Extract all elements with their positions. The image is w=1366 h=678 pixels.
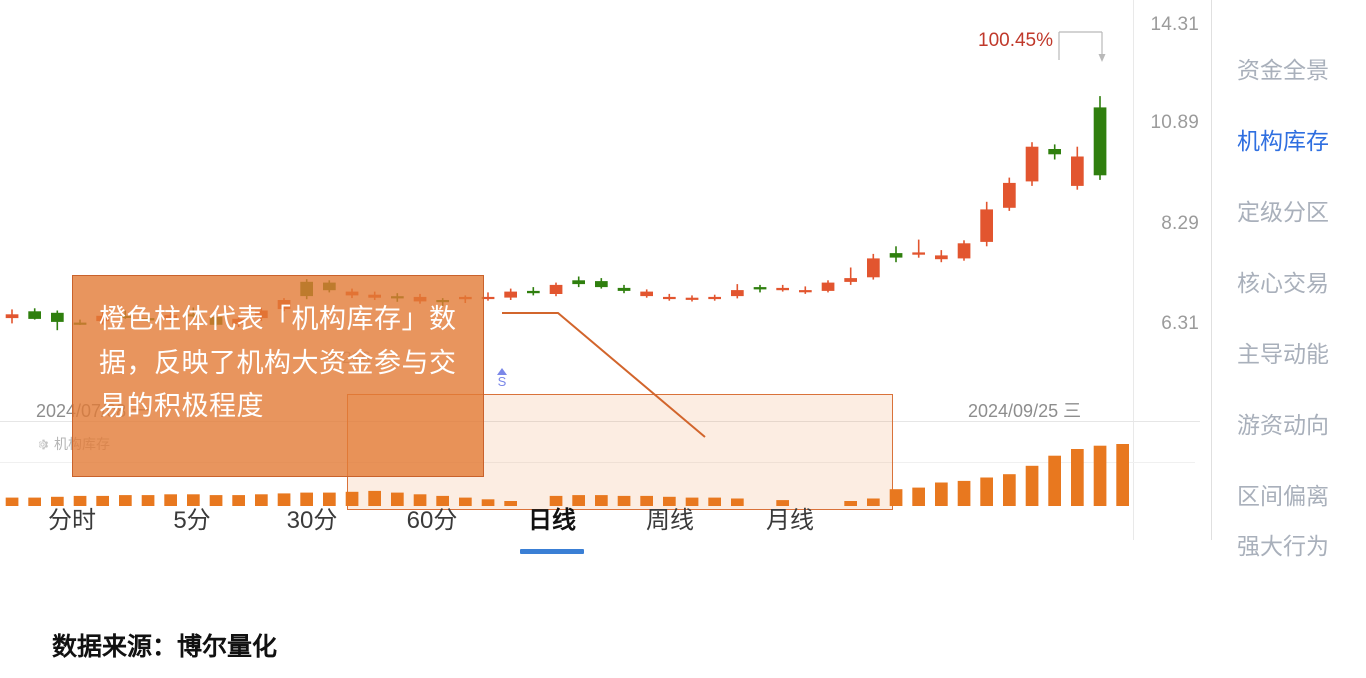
sidebar-item-range-deviation[interactable]: 区间偏离 <box>1212 458 1366 529</box>
sidebar-item-hot-money-flow[interactable]: 游资动向 <box>1212 387 1366 458</box>
gear-icon <box>38 439 49 449</box>
sidebar-item-grade-zone[interactable]: 定级分区 <box>1212 174 1366 245</box>
tab-daily[interactable]: 日线 <box>520 500 584 554</box>
callout-connector <box>502 312 706 438</box>
sidebar-item-label: 强大行为 <box>1237 533 1329 559</box>
annotation-text: 橙色柱体代表「机构库存」数据，反映了机构大资金参与交易的积极程度 <box>99 304 457 422</box>
tab-fenshi[interactable]: 分时 <box>48 500 96 535</box>
triangle-up-icon <box>497 368 507 375</box>
sidebar-item-label: 核心交易 <box>1237 269 1329 296</box>
range-bracket-icon <box>1058 31 1106 62</box>
sidebar-item-core-trading[interactable]: 核心交易 <box>1212 245 1366 316</box>
price-tick: 14.31 <box>1150 14 1199 35</box>
tab-label: 分时 <box>48 507 96 534</box>
sidebar-item-label: 资金全景 <box>1237 56 1329 83</box>
price-tick: 10.89 <box>1150 112 1199 133</box>
change-percent-label: 100.45% <box>978 30 1054 51</box>
date-range-end: 2024/09/25 三 <box>968 401 1082 421</box>
tab-active-underline <box>520 549 584 554</box>
chart-stage: 14.31 10.89 8.29 6.31 100.45% 6.216 S 20… <box>0 0 1205 540</box>
sidebar-item-label: 区间偏离 <box>1237 482 1329 509</box>
price-axis: 14.31 10.89 8.29 6.31 <box>1133 0 1205 420</box>
tab-monthly[interactable]: 月线 <box>766 500 814 535</box>
sidebar-item-label: 机构库存 <box>1237 127 1329 154</box>
price-tick: 6.31 <box>1161 313 1199 334</box>
tab-30min[interactable]: 30分 <box>287 500 338 535</box>
sidebar-item-label: 游资动向 <box>1237 411 1329 438</box>
tab-label: 月线 <box>766 507 814 534</box>
sidebar-item-dominant-momentum[interactable]: 主导动能 <box>1212 316 1366 387</box>
tab-label: 5分 <box>173 507 211 534</box>
tab-weekly[interactable]: 周线 <box>646 500 694 535</box>
right-sidebar: 资金全景 机构库存 定级分区 核心交易 主导动能 游资动向 区间偏离 强大行为 <box>1211 0 1366 559</box>
sidebar-item-institution-inventory[interactable]: 机构库存 <box>1212 103 1366 174</box>
signal-marker-label: S <box>497 374 507 389</box>
sidebar-item-strong-behavior[interactable]: 强大行为 <box>1212 529 1366 559</box>
tab-60min[interactable]: 60分 <box>407 500 458 535</box>
tab-5min[interactable]: 5分 <box>173 500 210 535</box>
institutional-inventory-bars <box>5 444 1129 506</box>
sidebar-item-capital-overview[interactable]: 资金全景 <box>1212 32 1366 103</box>
sidebar-item-label: 主导动能 <box>1237 340 1329 367</box>
sidebar-item-label: 定级分区 <box>1237 198 1329 225</box>
tab-label: 日线 <box>528 507 576 534</box>
axis-divider <box>1133 0 1134 540</box>
price-tick: 8.29 <box>1161 213 1199 234</box>
signal-marker-s: S <box>492 368 512 388</box>
annotation-callout: 橙色柱体代表「机构库存」数据，反映了机构大资金参与交易的积极程度 <box>72 275 484 477</box>
panel-separator <box>0 421 1200 422</box>
volume-gridline <box>0 462 1195 463</box>
timeframe-tabbar: 分时 5分 30分 60分 日线 周线 月线 <box>0 500 860 556</box>
data-source-label: 数据来源：博尔量化 <box>52 633 278 661</box>
tab-label: 30分 <box>286 507 338 534</box>
tab-label: 60分 <box>406 507 458 534</box>
tab-label: 周线 <box>646 507 694 534</box>
